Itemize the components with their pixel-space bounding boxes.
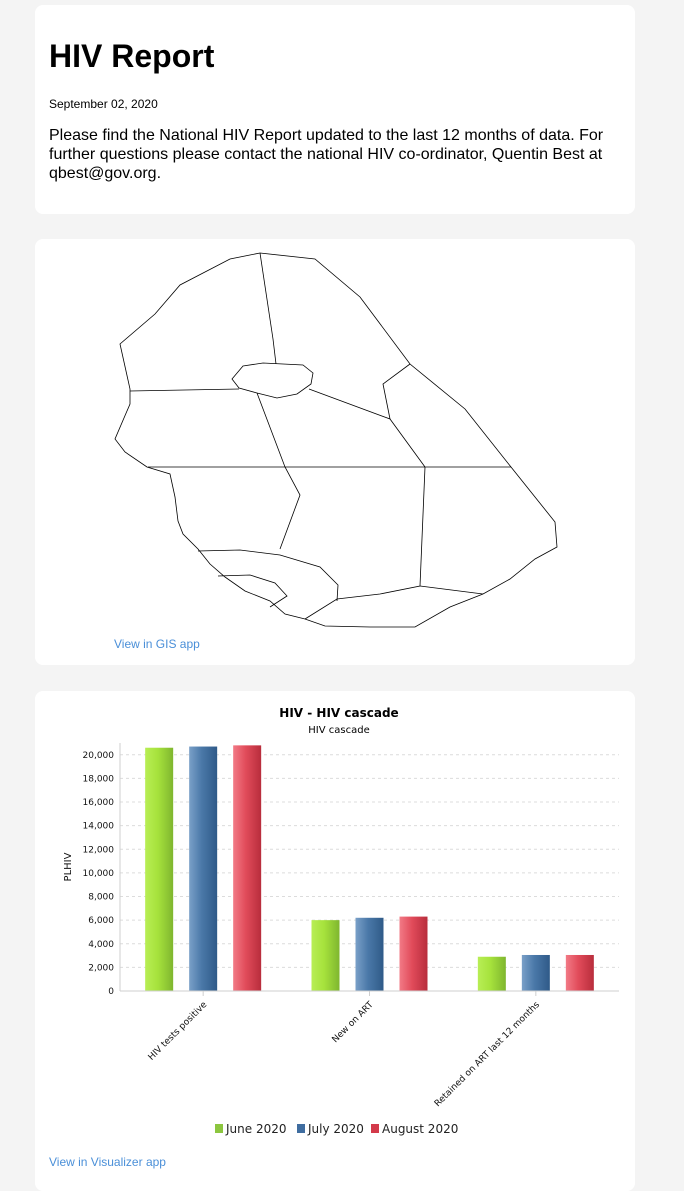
map-card: View in GIS app — [35, 239, 635, 665]
y-tick-label: 4,000 — [88, 940, 114, 950]
report-description: Please find the National HIV Report upda… — [49, 127, 604, 182]
legend-label-june: June 2020 — [225, 1122, 287, 1136]
lake-outline — [231, 362, 314, 399]
region-border-4 — [308, 388, 426, 468]
view-in-gis-app-link[interactable]: View in GIS app — [114, 637, 200, 651]
country-outline — [114, 252, 558, 628]
bar-august — [399, 916, 428, 991]
y-axis-label: PLHIV — [63, 852, 74, 881]
y-tick-label: 8,000 — [88, 893, 114, 903]
y-tick-label: 12,000 — [83, 845, 115, 855]
region-border-2 — [129, 388, 240, 392]
region-border-8 — [419, 585, 484, 595]
chart-subtitle: HIV cascade — [308, 725, 369, 736]
y-tick-label: 16,000 — [83, 798, 115, 808]
y-tick-label: 10,000 — [83, 869, 115, 879]
region-border-7 — [304, 466, 426, 620]
y-tick-label: 18,000 — [83, 774, 115, 784]
x-tick-label: Retained on ART last 12 months — [433, 1000, 542, 1109]
x-tick-label: HIV tests positive — [147, 1000, 210, 1063]
x-axis-ticks: HIV tests positive New on ART Retained on … — [147, 991, 542, 1109]
y-axis-ticks: 0 2,000 4,000 6,000 8,000 10,000 12,000 14,000 1… — [83, 751, 115, 997]
region-border-10 — [217, 574, 288, 608]
report-header-card: HIV Report September 02, 2020 Please fin… — [35, 5, 635, 214]
legend-swatch-june — [215, 1124, 223, 1133]
y-tick-label: 6,000 — [88, 916, 114, 926]
bar-july — [521, 954, 550, 991]
bar-july — [355, 917, 384, 991]
y-tick-label: 20,000 — [83, 751, 115, 761]
chart-title: HIV - HIV cascade — [279, 706, 398, 720]
report-title: HIV Report — [49, 38, 215, 74]
y-tick-label: 14,000 — [83, 822, 115, 832]
x-tick-label: New on ART — [330, 1000, 375, 1045]
map-figure[interactable] — [35, 239, 635, 665]
bar-june — [311, 920, 340, 991]
legend: June 2020 July 2020 August 2020 — [215, 1122, 458, 1136]
y-tick-label: 0 — [108, 987, 114, 997]
view-in-visualizer-app-link[interactable]: View in Visualizer app — [49, 1155, 166, 1169]
bar-august — [565, 954, 594, 991]
region-border-1 — [259, 252, 277, 365]
bars — [145, 745, 594, 991]
legend-label-july: July 2020 — [307, 1122, 364, 1136]
bar-june — [477, 956, 506, 991]
legend-swatch-august — [371, 1124, 379, 1133]
bar-june — [145, 747, 174, 991]
bar-august — [233, 745, 262, 991]
y-tick-label: 2,000 — [88, 963, 114, 973]
hiv-cascade-chart: HIV - HIV cascade HIV cascade 0 2,000 4,00… — [63, 706, 619, 1136]
region-border-5 — [382, 363, 411, 420]
report-date: September 02, 2020 — [49, 97, 158, 111]
region-border-9 — [197, 549, 339, 602]
chart-card: HIV - HIV cascade HIV cascade 0 2,000 4,00… — [35, 691, 635, 1191]
legend-swatch-july — [297, 1124, 305, 1133]
region-border-3 — [256, 392, 301, 550]
legend-label-august: August 2020 — [382, 1122, 458, 1136]
bar-july — [189, 746, 218, 991]
